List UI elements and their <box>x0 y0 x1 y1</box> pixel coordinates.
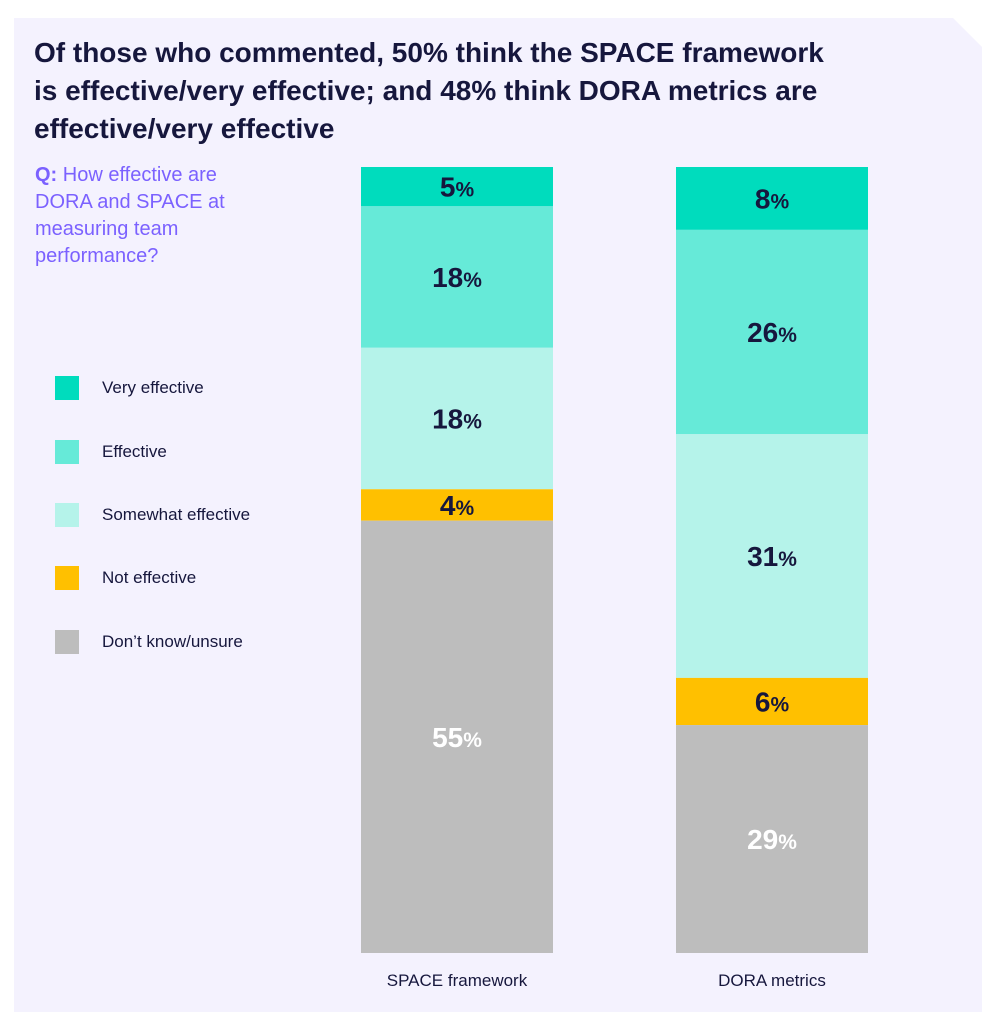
bar-segment <box>361 167 553 207</box>
bar-segment <box>361 520 553 953</box>
legend-label: Not effective <box>102 568 197 587</box>
bar-segment <box>361 347 553 490</box>
bar-space-framework: 5% 18% 18% 4% 55% SPACE framework <box>361 167 553 990</box>
legend-swatch <box>55 566 79 590</box>
data-label: 55% <box>432 722 482 753</box>
bar-segment <box>676 677 868 726</box>
category-label: SPACE framework <box>387 971 528 990</box>
chart-title: Of those who commented, 50% think the SP… <box>34 37 824 144</box>
data-label: 8% <box>755 183 790 214</box>
legend-label: Don’t know/unsure <box>102 632 243 651</box>
legend-label: Very effective <box>102 378 204 397</box>
question-body: How effective are DORA and SPACE at meas… <box>35 164 225 267</box>
bar-segment <box>361 206 553 348</box>
legend-item-somewhat-effective: Somewhat effective <box>55 503 250 527</box>
data-label: 29% <box>747 824 797 855</box>
legend-label: Somewhat effective <box>102 505 251 524</box>
question-text: Q: How effective are DORA and SPACE at m… <box>35 162 275 270</box>
data-label: 31% <box>747 541 797 572</box>
bar-segment <box>676 434 868 678</box>
category-label: DORA metrics <box>718 971 826 990</box>
bar-segment <box>676 167 868 230</box>
legend-item-effective: Effective <box>55 440 167 464</box>
legend-item-very-effective: Very effective <box>55 376 204 400</box>
legend-swatch <box>55 440 79 464</box>
legend-swatch <box>55 503 79 527</box>
data-label: 5% <box>440 172 475 203</box>
legend-swatch <box>55 376 79 400</box>
bar-segment <box>361 489 553 521</box>
bar-segment <box>676 229 868 435</box>
legend-item-not-effective: Not effective <box>55 566 196 590</box>
question-prefix: Q: <box>35 164 58 186</box>
legend-item-dont-know: Don’t know/unsure <box>55 630 243 654</box>
legend-label: Effective <box>102 442 167 461</box>
data-label: 18% <box>432 404 482 435</box>
data-label: 6% <box>755 686 790 717</box>
bar-dora-metrics: 8% 26% 31% 6% 29% DORA metrics <box>676 167 868 990</box>
legend-swatch <box>55 630 79 654</box>
data-label: 4% <box>440 490 475 521</box>
data-label: 26% <box>747 317 797 348</box>
bar-segment <box>676 725 868 953</box>
data-label: 18% <box>432 262 482 293</box>
